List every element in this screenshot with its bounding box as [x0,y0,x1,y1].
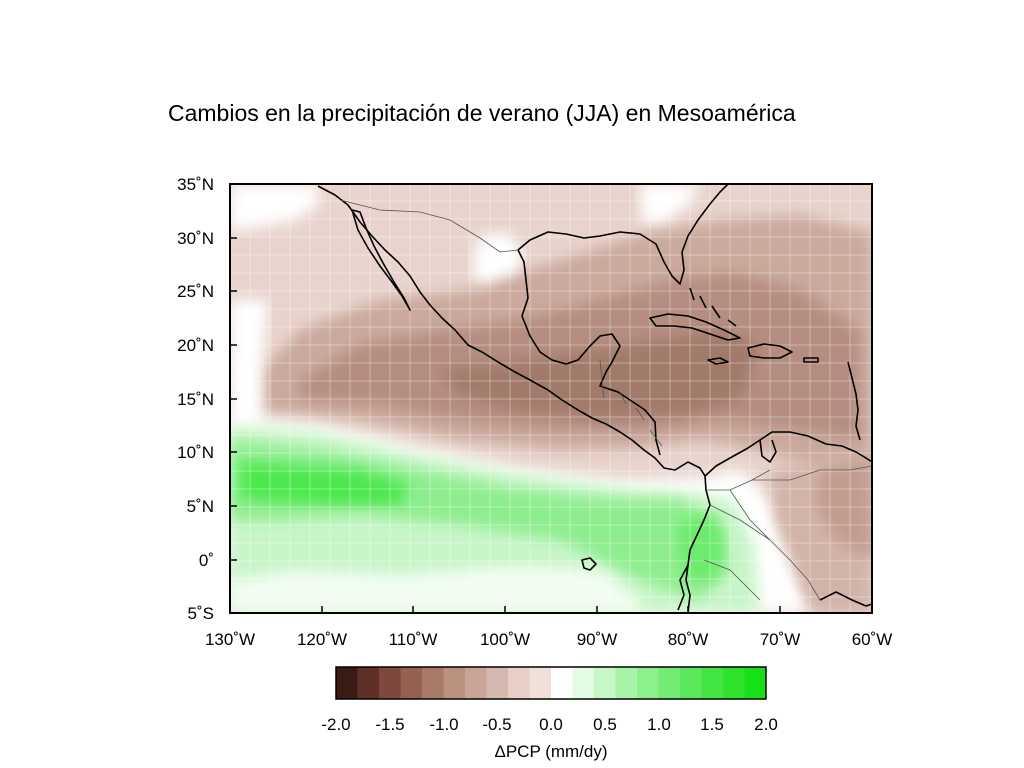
colorbar-swatch [422,667,444,699]
baja-california-coast [351,209,411,311]
lat-tick-label: 25˚N [177,282,214,301]
lat-tick-label: 5˚N [187,497,214,516]
coastlines [317,184,872,613]
colorbar-swatch [529,667,552,699]
colorbar-swatch [465,667,487,699]
lat-tick-label: 0˚ [199,551,214,570]
pacific-coastline [317,185,711,613]
lon-tick-label: 120˚W [297,630,347,649]
field-no-change-west [230,300,268,430]
colorbar-swatch [680,667,702,699]
colorbar-swatch [637,667,659,699]
field-strong-wetting [240,462,410,505]
brazil-coast [819,591,872,607]
colorbar-swatch [658,667,681,699]
cuba-coast [649,313,741,341]
lon-tick-label: 90˚W [577,630,618,649]
map-tick-marks [229,183,873,614]
lat-tick-label: 15˚N [177,390,214,409]
gulf-coastline [517,249,661,456]
colorbar-swatch [336,667,358,699]
field-strongest-drying [440,330,760,418]
colorbar-tick-label: 2.0 [754,715,778,734]
lat-tick-label: 10˚N [177,443,214,462]
colorbar-tick-label: -2.0 [321,715,350,734]
colorbar-swatch [443,667,466,699]
bahamas-coast [689,287,737,327]
lon-tick-label: 80˚W [668,630,709,649]
colorbar-tick-label: 0.0 [539,715,563,734]
lat-tick-label: 20˚N [177,336,214,355]
lon-tick-label: 110˚W [389,630,438,649]
field-drying-east [815,460,872,560]
hispaniola-coast [747,343,793,359]
colorbar-tick-label: 0.5 [593,715,617,734]
lat-tick-label: 5˚S [188,604,214,623]
colorbar-swatch [508,667,530,699]
country-borders [339,199,872,601]
colorbar-swatch [744,667,767,699]
latitude-axis-labels: 35˚N 30˚N 25˚N 20˚N 15˚N 10˚N 5˚N 0˚ 5˚S [177,175,214,623]
ecuador-coast [677,564,689,611]
lat-tick-label: 35˚N [177,175,214,194]
colorbar-swatch [723,667,745,699]
field-no-change-florida [640,184,700,225]
lon-tick-label: 70˚W [760,630,801,649]
lat-lon-grid [230,184,872,613]
colorbar-swatch [486,667,509,699]
colorbar-tick-labels: -2.0 -1.5 -1.0 -0.5 0.0 0.5 1.0 1.5 2.0 [321,715,777,734]
colorbar-tick-label: 1.5 [700,715,724,734]
colorbar-swatch [551,667,573,699]
colorbar-label: ΔPCP (mm/dy) [494,742,607,761]
us-gulf-coastline [517,184,729,285]
colorbar-tick-label: 1.0 [647,715,671,734]
colorbar-tick-label: -1.0 [429,715,458,734]
lon-tick-label: 130˚W [205,630,255,649]
colorbar-frame [335,666,767,700]
map-title: Cambios en la precipitación de verano (J… [168,100,796,126]
colorbar-tick-label: -1.5 [375,715,404,734]
colorbar-swatch [701,667,724,699]
puerto-rico-coast [803,357,819,363]
jamaica-coast [707,357,729,365]
colorbar [336,667,767,699]
longitude-axis-labels: 130˚W 120˚W 110˚W 100˚W 90˚W 80˚W 70˚W 6… [205,630,892,649]
colorbar-tick-label: -0.5 [482,715,511,734]
colorbar-swatch [379,667,401,699]
colorbar-swatch [615,667,638,699]
lake-maracaibo-coast [759,439,777,463]
colorbar-swatch [572,667,595,699]
colorbar-swatch [594,667,616,699]
lat-tick-label: 30˚N [177,229,214,248]
field-no-change-southwest [230,565,640,613]
colorbar-swatch [400,667,423,699]
field-no-change-northwest [230,184,318,232]
map-plot-area [230,184,872,613]
south-america-north-coast [704,431,872,477]
lesser-antilles-coast [847,361,861,441]
lon-tick-label: 60˚W [852,630,893,649]
colorbar-swatch [357,667,380,699]
galapagos-coast [581,557,597,571]
lon-tick-label: 100˚W [480,630,530,649]
